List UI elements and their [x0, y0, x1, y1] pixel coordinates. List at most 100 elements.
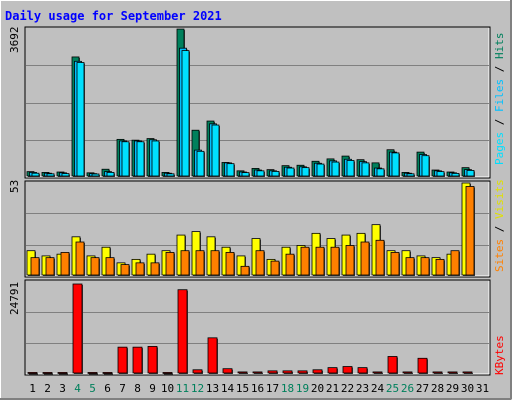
kbytes-bar: [372, 371, 383, 374]
top-axis-max-label: 3692: [8, 27, 21, 54]
sites-bar: [465, 186, 475, 276]
middle-axis-max-label: 53: [8, 180, 21, 193]
kbytes-bar: [327, 367, 338, 374]
pages-bar: [196, 150, 205, 177]
x-tick-label: 26: [401, 382, 414, 395]
x-tick-label: 10: [161, 382, 174, 395]
sites-bar: [390, 252, 400, 276]
pages-bar: [271, 171, 280, 177]
x-tick-label: 24: [371, 382, 385, 395]
bottom-axis-max-label: 24791: [8, 282, 21, 315]
kbytes-bar: [417, 357, 428, 374]
x-tick-label: 18: [281, 382, 294, 395]
pages-bar: [346, 160, 355, 177]
legend-pages: Pages: [493, 132, 506, 165]
top-legend: Pages / Files / Hits: [493, 33, 506, 166]
sites-bar: [240, 265, 250, 276]
chart-title: Daily usage for September 2021: [5, 9, 222, 23]
sites-bar: [30, 257, 40, 276]
x-tick-label: 11: [176, 382, 189, 395]
kbytes-bar: [162, 372, 173, 374]
x-tick-label: 22: [341, 382, 354, 395]
sites-bar: [150, 262, 160, 276]
kbytes-bar: [57, 372, 68, 374]
x-tick-label: 2: [44, 382, 51, 395]
legend-hits: Hits: [493, 33, 506, 60]
x-tick-label: 4: [74, 382, 81, 395]
kbytes-bar: [117, 346, 128, 374]
x-tick-label: 28: [431, 382, 444, 395]
kbytes-bar: [252, 371, 263, 374]
kbytes-bar: [312, 369, 323, 374]
sites-bar: [195, 250, 205, 276]
x-tick-label: 27: [416, 382, 429, 395]
legend-visits: Visits: [493, 179, 506, 219]
pages-bar: [166, 173, 175, 177]
sites-bar: [435, 258, 445, 276]
x-tick-label: 6: [104, 382, 111, 395]
x-tick-label: 14: [221, 382, 235, 395]
svg-text:Sites / Visits: Sites / Visits: [493, 179, 506, 272]
pages-bar: [406, 173, 415, 177]
pages-bar: [241, 172, 250, 177]
x-tick-label: 8: [134, 382, 141, 395]
svg-text:KBytes: KBytes: [493, 335, 506, 375]
pages-bar: [286, 167, 295, 177]
pages-bar: [361, 162, 370, 177]
sites-bar: [405, 257, 415, 276]
x-tick-label: 31: [476, 382, 489, 395]
pages-bar: [211, 124, 220, 177]
x-tick-label: 13: [206, 382, 219, 395]
kbytes-bar: [42, 372, 53, 374]
pages-bar: [256, 170, 265, 177]
x-tick-label: 5: [89, 382, 96, 395]
pages-bar: [226, 163, 235, 177]
svg-text:Pages / Files / Hits: Pages / Files / Hits: [493, 33, 506, 166]
pages-bar: [61, 173, 70, 177]
pages-bar: [106, 172, 115, 177]
sites-bar: [210, 250, 220, 276]
pages-bar: [376, 168, 385, 177]
kbytes-bar: [432, 371, 443, 374]
x-tick-label: 20: [311, 382, 324, 395]
x-tick-label: 21: [326, 382, 339, 395]
x-tick-label: 30: [461, 382, 474, 395]
bottom-legend: KBytes: [493, 335, 506, 375]
kbytes-bar: [297, 370, 308, 374]
kbytes-bar: [447, 371, 458, 374]
sites-bar: [120, 264, 130, 276]
kbytes-bar: [147, 346, 158, 374]
legend-files: Files: [493, 79, 506, 112]
sites-bar: [180, 250, 190, 276]
sites-bar: [450, 250, 460, 276]
pages-bar: [181, 50, 190, 177]
pages-bar: [136, 141, 145, 177]
sites-bar: [285, 253, 295, 276]
pages-bar: [121, 141, 130, 177]
x-tick-label: 25: [386, 382, 399, 395]
kbytes-bar: [177, 289, 188, 374]
x-tick-label: 29: [446, 382, 459, 395]
x-tick-label: 16: [251, 382, 264, 395]
middle-legend: Sites / Visits: [493, 179, 506, 272]
pages-bar: [331, 161, 340, 177]
kbytes-bar: [342, 366, 353, 374]
sites-bar: [225, 252, 235, 276]
kbytes-bar: [387, 356, 398, 374]
pages-bar: [91, 173, 100, 177]
x-tick-label: 19: [296, 382, 309, 395]
x-tick-label: 3: [59, 382, 66, 395]
x-tick-label: 17: [266, 382, 279, 395]
legend-sites: Sites: [493, 239, 506, 272]
legend-kbytes: KBytes: [493, 335, 506, 375]
pages-bar: [421, 155, 430, 177]
kbytes-bar: [27, 372, 38, 374]
pages-bar: [31, 172, 40, 177]
kbytes-bar: [222, 368, 233, 374]
pages-bar: [466, 170, 475, 177]
x-tick-label: 1: [29, 382, 36, 395]
kbytes-bar: [237, 371, 248, 374]
pages-bar: [301, 167, 310, 177]
panel-1: [24, 26, 491, 179]
sites-bar: [165, 252, 175, 276]
